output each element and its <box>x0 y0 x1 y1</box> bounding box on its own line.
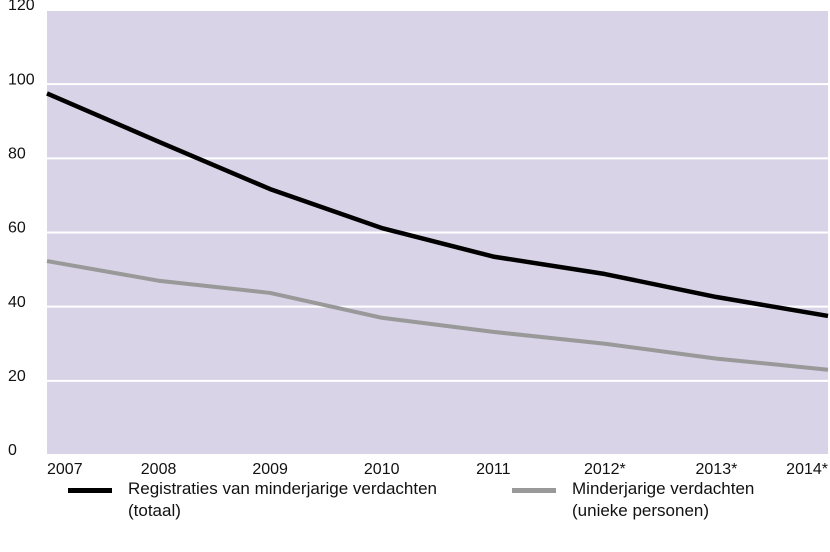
x-tick-label: 2011 <box>476 461 511 478</box>
x-tick-label: 2014* <box>786 461 828 478</box>
x-tick-label: 2013* <box>696 461 738 478</box>
y-tick-label: 0 <box>8 442 17 459</box>
y-tick-label: 40 <box>8 294 26 311</box>
y-tick-label: 120 <box>8 0 35 14</box>
x-tick-label: 2009 <box>252 461 288 478</box>
y-tick-label: 20 <box>8 368 26 385</box>
legend-label: Minderjarige verdachten (unieke personen… <box>572 479 755 520</box>
chart: 0 20 40 60 80 100 120 2007 2008 2009 2010 2011 2012*… <box>8 0 829 478</box>
legend-swatch <box>68 488 112 493</box>
x-tick-label: 2007 <box>47 461 83 478</box>
x-tick-label: 2010 <box>364 461 400 478</box>
legend-entry: Registraties van minderjarige verdachten… <box>68 478 448 522</box>
line-series <box>46 91 829 319</box>
x-tick-label: 2008 <box>141 461 177 478</box>
x-tick-label: 2012* <box>584 461 626 478</box>
line-series <box>46 259 829 372</box>
y-tick-label: 100 <box>8 71 35 88</box>
legend-swatch <box>512 488 556 493</box>
legend-entry: Minderjarige verdachten (unieke personen… <box>512 478 792 522</box>
legend-label: Registraties van minderjarige verdachten… <box>128 479 437 520</box>
y-tick-label: 60 <box>8 220 26 237</box>
y-tick-label: 80 <box>8 146 26 163</box>
legend: Registraties van minderjarige verdachten… <box>0 478 830 552</box>
